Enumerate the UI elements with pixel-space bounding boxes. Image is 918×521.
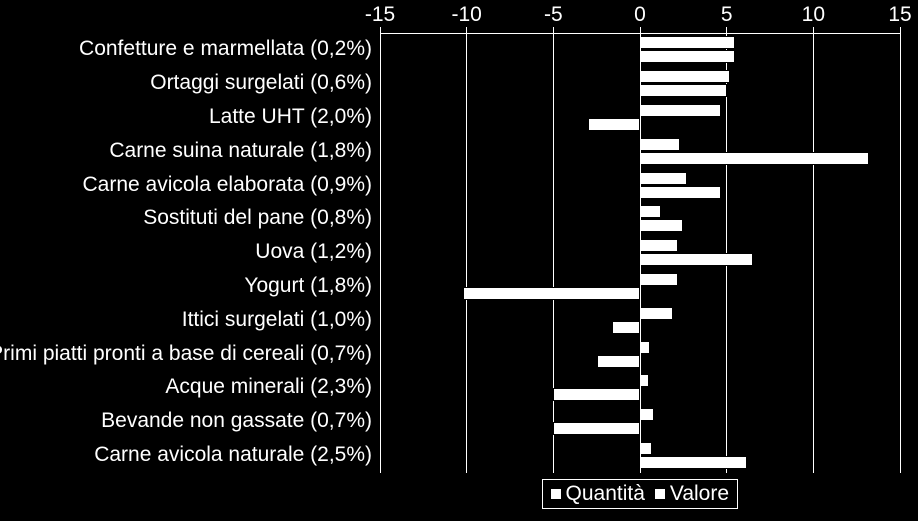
bar-valore bbox=[640, 152, 869, 165]
bar-quantita bbox=[640, 172, 687, 185]
bar-quantita bbox=[640, 273, 678, 286]
bar-quantita bbox=[640, 408, 654, 421]
gridline bbox=[380, 33, 381, 473]
bar-valore bbox=[597, 355, 640, 368]
category-label: Yogurt (1,8%) bbox=[244, 274, 372, 298]
x-tick-label: 0 bbox=[634, 3, 646, 27]
bar-valore bbox=[640, 253, 753, 266]
category-label: Carne avicola naturale (2,5%) bbox=[94, 443, 372, 467]
x-tick-label: 15 bbox=[888, 3, 911, 27]
bar-valore bbox=[553, 422, 640, 435]
grouped-bar-chart: -15 -10 -5 0 5 10 15 Confetture e marmellata (0… bbox=[0, 0, 918, 521]
category-label: Bevande non gassate (0,7%) bbox=[101, 409, 372, 433]
x-tick-label: -15 bbox=[365, 3, 395, 27]
bar-valore bbox=[640, 186, 721, 199]
x-tick-label: 10 bbox=[802, 3, 825, 27]
legend-label: Valore bbox=[670, 482, 729, 506]
category-label: Ittici surgelati (1,0%) bbox=[182, 308, 372, 332]
zero-line bbox=[640, 33, 641, 473]
bar-valore bbox=[463, 287, 640, 300]
gridline bbox=[813, 33, 814, 473]
category-label: Carne avicola elaborata (0,9%) bbox=[83, 173, 373, 197]
bar-valore bbox=[553, 388, 640, 401]
legend-item: Quantità bbox=[551, 482, 645, 506]
bar-quantita bbox=[640, 104, 721, 117]
bar-valore bbox=[612, 321, 640, 334]
gridline bbox=[900, 33, 901, 473]
category-label: Ortaggi surgelati (0,6%) bbox=[150, 71, 372, 95]
bar-valore bbox=[640, 456, 747, 469]
legend-swatch bbox=[655, 489, 665, 499]
category-label: Acque minerali (2,3%) bbox=[165, 375, 372, 399]
category-label: Carne suina naturale (1,8%) bbox=[109, 139, 372, 163]
bar-quantita bbox=[640, 442, 652, 455]
bar-quantita bbox=[640, 138, 680, 151]
x-tick-label: 5 bbox=[721, 3, 733, 27]
legend: Quantità Valore bbox=[542, 479, 739, 509]
bar-quantita bbox=[640, 341, 650, 354]
category-label: Latte UHT (2,0%) bbox=[209, 105, 372, 129]
category-label: Confetture e marmellata (0,2%) bbox=[79, 37, 372, 61]
gridline bbox=[466, 33, 467, 473]
legend-swatch bbox=[551, 489, 561, 499]
legend-item: Valore bbox=[655, 482, 729, 506]
legend-label: Quantità bbox=[566, 482, 645, 506]
category-label: Sostituti del pane (0,8%) bbox=[143, 206, 372, 230]
bar-valore bbox=[588, 118, 640, 131]
bar-quantita bbox=[640, 239, 678, 252]
gridline bbox=[553, 33, 554, 473]
x-tick-label: -5 bbox=[544, 3, 563, 27]
bar-valore bbox=[640, 84, 727, 97]
bar-quantita bbox=[640, 205, 661, 218]
category-label: Primi piatti pronti a base di cereali (0… bbox=[0, 342, 372, 366]
bar-quantita bbox=[640, 374, 649, 387]
bar-quantita bbox=[640, 70, 730, 83]
bar-valore bbox=[640, 50, 735, 63]
bar-quantita bbox=[640, 36, 735, 49]
bar-quantita bbox=[640, 307, 673, 320]
bar-valore bbox=[640, 219, 683, 232]
x-tick-label: -10 bbox=[451, 3, 481, 27]
category-label: Uova (1,2%) bbox=[255, 240, 372, 264]
